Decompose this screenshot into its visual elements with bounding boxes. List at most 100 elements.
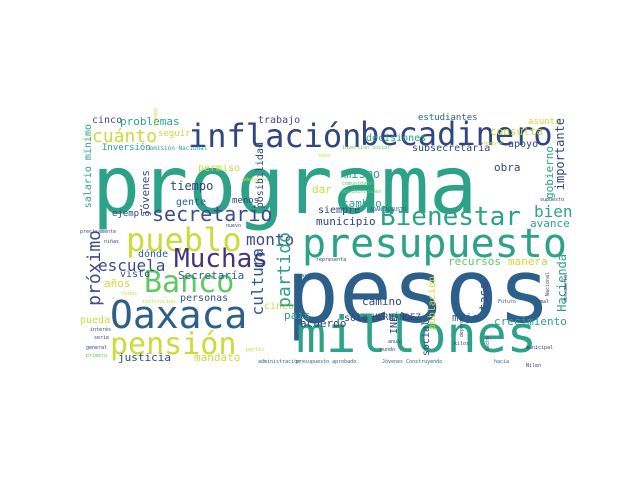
cloud-word: menos [232, 196, 260, 206]
cloud-word: INE [389, 316, 400, 335]
cloud-word: adelante [242, 177, 267, 183]
cloud-word: anual [388, 339, 404, 345]
cloud-word: Nilen [526, 363, 542, 369]
cloud-word: mandato [194, 351, 241, 364]
cloud-word: ADÁN AUGUSTO [370, 207, 407, 213]
cloud-word: depende [459, 316, 465, 338]
cloud-word: pueblo [126, 221, 242, 259]
cloud-word: salario mínimo [83, 124, 94, 209]
cloud-word: asunto [528, 117, 561, 127]
cloud-word: partido [274, 232, 295, 308]
cloud-word: Muchas [174, 244, 268, 274]
cloud-word: posibilidad [255, 142, 266, 209]
cloud-word: Comisión Nacional [146, 145, 208, 152]
cloud-word: dónde [138, 249, 169, 260]
word-cloud: programa pesos millones presupuesto inflació… [80, 106, 576, 376]
cloud-word: millones [296, 306, 537, 364]
cloud-word: monto [246, 230, 295, 249]
cloud-word: supuesto [540, 197, 565, 203]
cloud-word: parte [298, 273, 314, 279]
cloud-word: precisamente [80, 229, 117, 235]
cloud-word: subsecretaría [412, 143, 491, 154]
cloud-word: consulta [490, 125, 543, 138]
cloud-word: institución [142, 299, 176, 305]
cloud-word: pueda [80, 315, 111, 326]
cloud-word: permiso [198, 163, 241, 174]
cloud-word: Inversión [102, 143, 151, 153]
cloud-word: decisiones [366, 133, 427, 144]
cloud-word: Jóvenes Construyendo [382, 359, 443, 365]
cloud-word: comunidades [342, 181, 376, 187]
cloud-word: programa [92, 139, 478, 232]
cloud-word: trabajo [258, 115, 301, 126]
cloud-word: techo [485, 336, 491, 352]
cloud-word: niños [122, 291, 138, 297]
cloud-word: representa [316, 257, 347, 263]
cloud-word: tiempo [170, 179, 214, 193]
cloud-word: pensión [110, 327, 237, 362]
cloud-word: Bienestar [380, 202, 521, 232]
cloud-word: país [284, 309, 311, 322]
cloud-word: municipal [526, 345, 554, 351]
cloud-word: niñas [104, 239, 120, 245]
cloud-word: justicia [118, 351, 171, 364]
cloud-word: Banco [144, 265, 235, 300]
cloud-word: mismo [344, 167, 381, 181]
cloud-word: personas [180, 293, 229, 304]
cloud-word: posibilidades [342, 189, 382, 195]
cloud-word: escuela [98, 256, 166, 275]
cloud-word: seguir [158, 129, 191, 139]
cloud-word: social [421, 320, 432, 357]
cloud-word: problemas [120, 115, 180, 128]
cloud-word: interés [90, 327, 112, 333]
cloud-word: avance [530, 217, 570, 230]
cloud-word: camino [362, 295, 402, 308]
cloud-word: visto [120, 269, 151, 280]
cloud-word: serie [94, 335, 110, 341]
cloud-word: cambio [342, 197, 382, 210]
cloud-word: Secretaría [178, 269, 245, 282]
cloud-word: kilos [454, 341, 470, 347]
cloud-word: manera [508, 255, 548, 268]
cloud-word: obra [494, 161, 521, 174]
cloud-word: presupuesto [302, 221, 567, 267]
cloud-word: cultura [248, 248, 267, 316]
cloud-word: inflación [188, 117, 362, 155]
cloud-word: próximo [84, 230, 105, 306]
cloud-word: partió [246, 347, 265, 353]
cloud-word: inversión social [342, 145, 391, 151]
cloud-word: hacia [494, 359, 510, 365]
cloud-word: recursos [448, 255, 501, 268]
cloud-word: cinco [92, 115, 123, 126]
cloud-word: Futuro [498, 299, 517, 305]
cloud-word: sólo [344, 313, 369, 324]
cloud-word: siempre [318, 205, 361, 216]
cloud-word: secretario [152, 202, 273, 226]
cloud-word: Hombre [484, 141, 503, 147]
cloud-word: becadinero [360, 115, 553, 153]
cloud-word: años [104, 277, 131, 290]
cloud-word: general [86, 345, 108, 351]
cloud-word: primero [86, 353, 108, 359]
cloud-word: Oaxaca [110, 293, 248, 337]
cloud-word: acuerdo [300, 317, 347, 330]
cloud-word: casa [318, 153, 331, 159]
cloud-word: ejemplo [112, 209, 150, 219]
cloud-word: municipio [316, 215, 376, 228]
cloud-word: bien [534, 202, 573, 221]
cloud-word: nuevo [226, 223, 242, 229]
cloud-word: tasa [477, 282, 491, 311]
cloud-word: apoyo [508, 139, 539, 150]
cloud-word: mundo [380, 347, 396, 353]
cloud-word: estudiantes [418, 113, 478, 123]
cloud-word: estado [153, 108, 159, 127]
cloud-word: pesos [286, 240, 551, 343]
cloud-word: dar [312, 183, 332, 196]
cloud-word: gente [176, 197, 207, 208]
cloud-word: crecimiento [494, 315, 567, 328]
cloud-word: Nacional [545, 272, 551, 297]
cloud-word: cinco [264, 301, 295, 312]
cloud-word: HERNÁNDEZ [372, 313, 421, 323]
cloud-word: gobierno [543, 146, 556, 199]
cloud-word: mal [540, 299, 550, 305]
